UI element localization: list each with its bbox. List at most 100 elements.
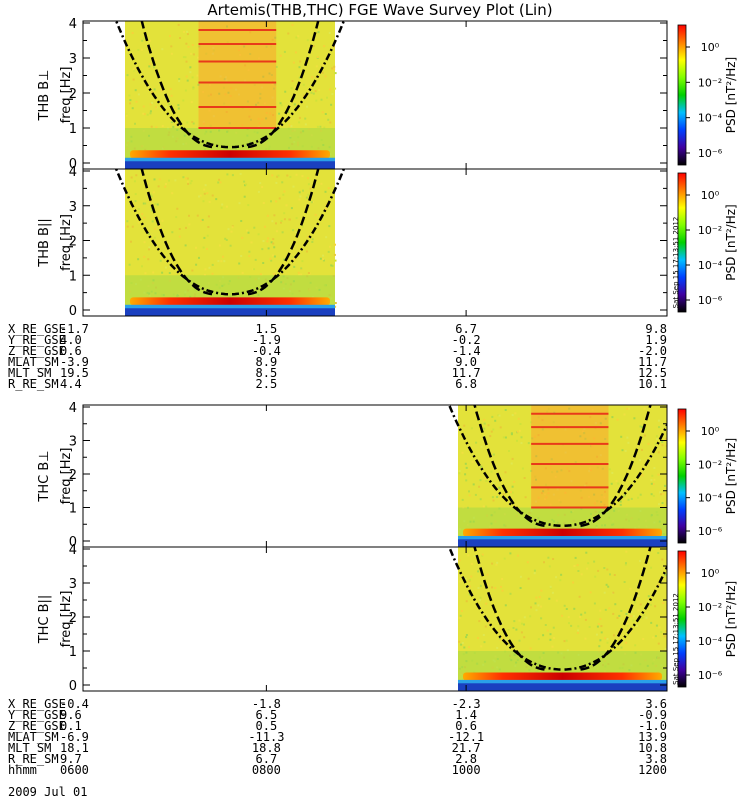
noise-speck [178, 235, 181, 238]
noise-speck [184, 89, 187, 92]
noise-speck [485, 602, 488, 605]
noise-speck [529, 445, 532, 448]
noise-speck [576, 631, 579, 634]
noise-speck [257, 233, 260, 236]
ephemeris-value: 13.9 [638, 730, 667, 744]
noise-speck [266, 240, 269, 243]
noise-speck [182, 176, 185, 179]
noise-speck [549, 638, 552, 641]
noise-speck [246, 229, 249, 232]
noise-speck [161, 271, 164, 274]
noise-speck [554, 475, 557, 478]
noise-speck [550, 458, 553, 461]
noise-speck [331, 264, 334, 267]
noise-speck [544, 498, 546, 501]
noise-speck [482, 505, 485, 508]
noise-speck [152, 271, 155, 274]
y-tick-label: 4 [69, 17, 77, 32]
gyrofrequency-curve [447, 405, 561, 528]
noise-speck [545, 483, 547, 486]
noise-speck [327, 187, 330, 190]
noise-speck [201, 218, 204, 221]
ephemeris-value: 0.5 [256, 719, 278, 733]
noise-speck [148, 65, 151, 68]
noise-speck [617, 631, 620, 634]
noise-speck [321, 71, 324, 74]
noise-speck [555, 599, 558, 602]
noise-speck [243, 195, 246, 198]
noise-speck [144, 202, 147, 205]
noise-speck [495, 563, 498, 566]
noise-speck [192, 53, 195, 56]
noise-speck [327, 250, 330, 253]
ephemeris-value: 0.6 [60, 344, 82, 358]
noise-speck [490, 470, 493, 473]
noise-speck [307, 193, 310, 196]
noise-speck [191, 76, 194, 79]
noise-speck [559, 501, 562, 504]
noise-speck [208, 201, 211, 203]
noise-speck [192, 122, 195, 125]
noise-speck [329, 88, 331, 91]
noise-speck [141, 39, 144, 42]
noise-speck [175, 216, 178, 219]
noise-speck [128, 263, 131, 266]
noise-speck [665, 445, 667, 448]
noise-speck [637, 496, 640, 499]
noise-speck [149, 193, 152, 196]
gyrofrequency-curve [564, 564, 667, 671]
noise-speck [578, 595, 581, 598]
noise-speck [269, 112, 272, 115]
gyrofrequency-harmonic-curve [140, 169, 213, 296]
noise-speck [540, 589, 543, 592]
low-frequency-band [463, 672, 662, 681]
noise-speck [137, 208, 140, 210]
noise-speck [207, 226, 210, 228]
noise-speck [612, 612, 615, 615]
noise-speck [616, 418, 619, 421]
ephemeris-row-label: X_RE_GSE [8, 697, 66, 711]
noise-speck [496, 561, 499, 564]
noise-speck [595, 633, 598, 636]
noise-speck [329, 121, 332, 124]
noise-speck [329, 245, 331, 248]
noise-speck [275, 200, 278, 203]
noise-speck [270, 241, 273, 244]
noise-speck [192, 87, 195, 90]
noise-speck [203, 192, 206, 195]
noise-speck [458, 470, 461, 472]
noise-speck [659, 491, 662, 494]
noise-speck [599, 454, 602, 457]
noise-speck [223, 260, 226, 263]
noise-speck [465, 479, 468, 482]
noise-speck [623, 413, 626, 416]
noise-speck [513, 620, 516, 623]
noise-speck [311, 76, 314, 79]
noise-speck [150, 90, 153, 93]
noise-speck [484, 625, 487, 628]
low-frequency-band [130, 297, 330, 306]
noise-speck [265, 117, 268, 120]
noise-speck [594, 502, 596, 505]
colorbar-tick-label: 10⁰ [701, 41, 720, 54]
noise-speck [210, 93, 212, 96]
ephemeris-table-ephem_bottom: X_RE_GSEY_RE_GSEZ_RE_GSEMLAT_SMMLT_SMR_R… [8, 697, 667, 777]
noise-speck [170, 119, 173, 122]
noise-speck [537, 604, 540, 607]
noise-speck [195, 263, 198, 266]
noise-speck [257, 117, 260, 120]
noise-speck [264, 225, 266, 228]
noise-speck [662, 602, 665, 604]
ephemeris-value: -11.3 [248, 730, 284, 744]
noise-speck [266, 214, 269, 217]
noise-speck [146, 113, 149, 116]
noise-speck [291, 80, 294, 82]
noise-speck [549, 633, 552, 636]
noise-speck [471, 461, 474, 463]
ephemeris-value: 10.1 [638, 377, 667, 391]
noise-speck [259, 273, 262, 276]
noise-speck [277, 174, 280, 177]
noise-speck [572, 581, 575, 584]
noise-speck [588, 495, 591, 498]
noise-speck [652, 494, 655, 497]
